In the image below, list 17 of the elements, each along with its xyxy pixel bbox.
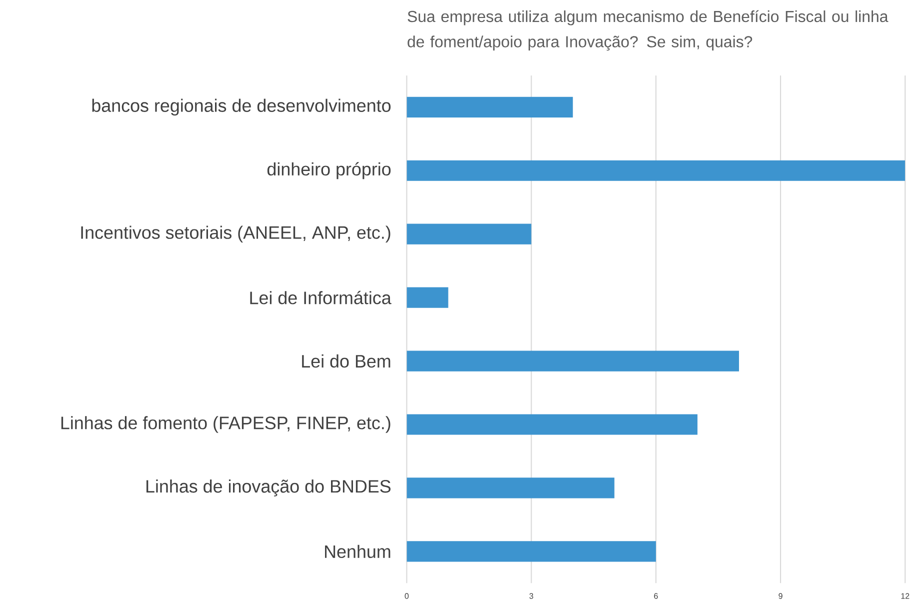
bar: [406, 287, 448, 308]
y-tick-label: bancos regionais de desenvolvimento: [92, 98, 391, 116]
bar: [406, 160, 906, 181]
y-tick-label: dinheiro próprio: [267, 162, 391, 179]
bar: [406, 350, 739, 372]
y-tick-label: Nenhum: [325, 544, 390, 558]
bar: [406, 414, 698, 435]
y-tick-label: Incentivos setoriais (ANEEL, ANP, etc.): [81, 226, 390, 242]
chart-title: Sua empresa utiliza algum mecanismo de Benefício Fiscal ou linha de foment/apoio para Inovação? Se sim, quais?: [408, 10, 888, 50]
bar: [406, 478, 614, 498]
y-tick-label: Lei do Bem: [302, 354, 390, 368]
bar: [406, 541, 656, 562]
y-tick-label: Linhas de fomento (FAPESP, FINEP, etc.): [61, 416, 390, 433]
y-tick-label: Lei de Informática: [250, 290, 392, 304]
bar: [406, 96, 573, 118]
y-tick-label: Linhas de inovação do BNDES: [146, 479, 391, 496]
bar: [406, 224, 532, 244]
